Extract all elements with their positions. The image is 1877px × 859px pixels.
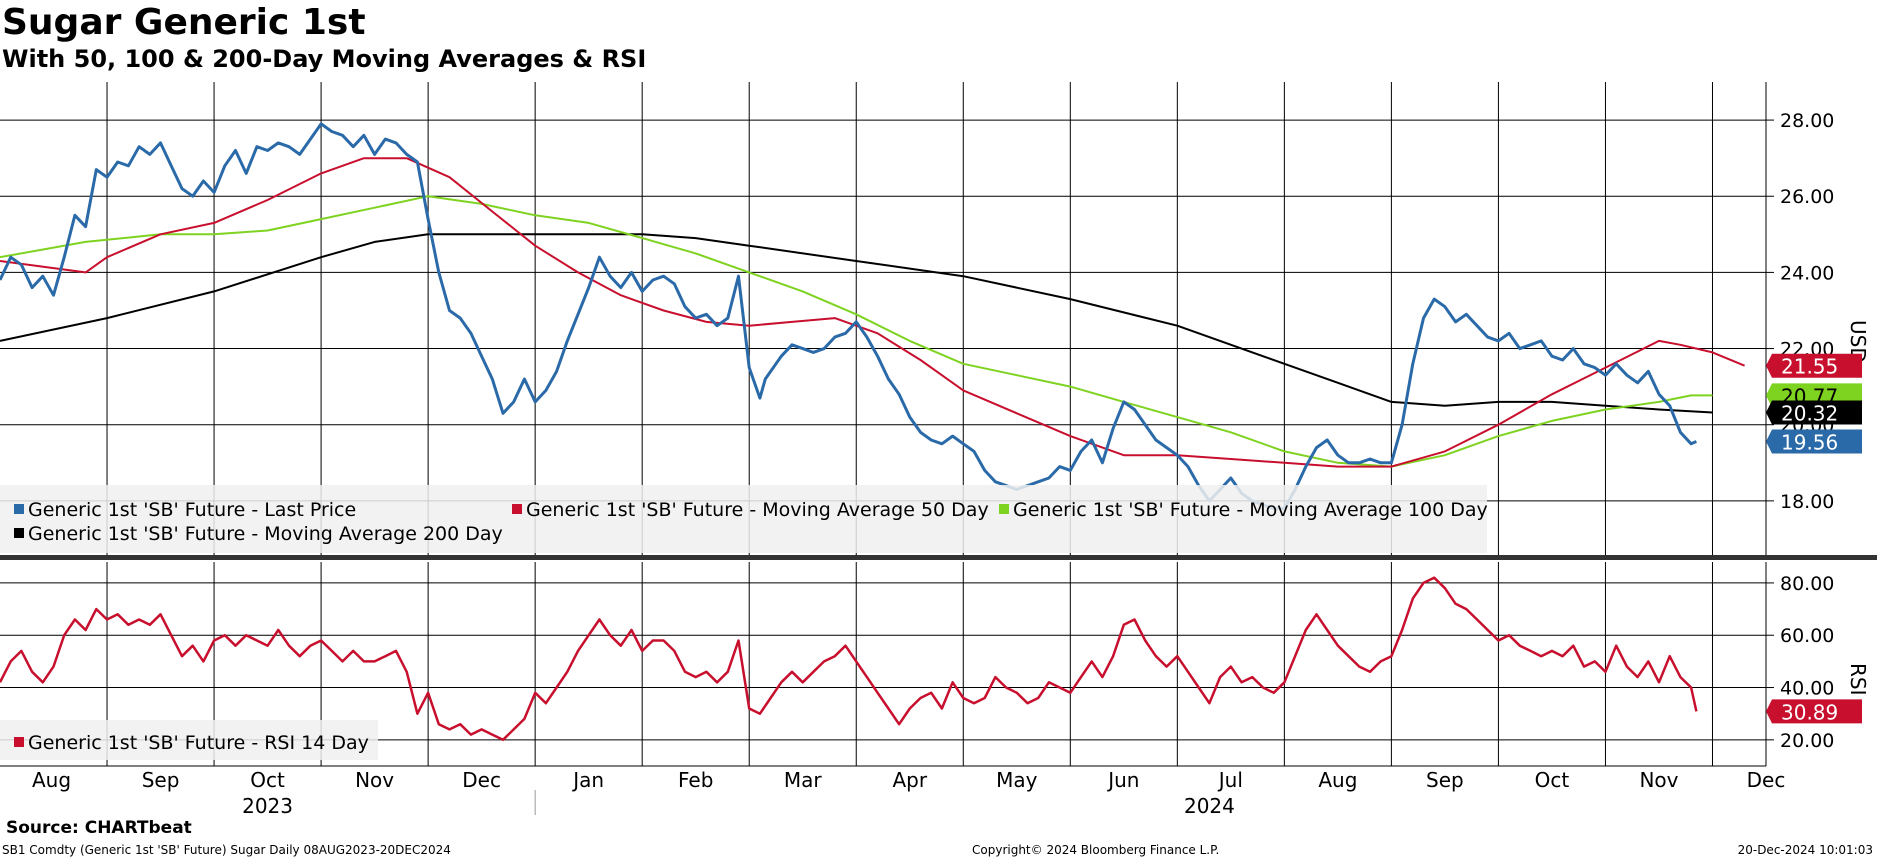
y-axis-title: RSI [1846,663,1870,696]
x-tick-label: Nov [355,768,394,792]
x-tick-label: Nov [1639,768,1678,792]
x-tick-label: Mar [784,768,823,792]
last-value-tag-ma50-label: 21.55 [1781,355,1838,379]
legend-swatch [999,504,1009,514]
y-tick-label: 20.00 [1780,730,1834,752]
series-line-ma200 [0,233,1713,414]
y-tick-label: 40.00 [1780,678,1834,700]
last-value-tag-ma200-label: 20.32 [1781,402,1838,426]
year-label: 2024 [1184,794,1235,818]
footer-copyright: Copyright© 2024 Bloomberg Finance L.P. [972,843,1220,857]
y-tick-label: 18.00 [1780,491,1834,513]
x-tick-label: Oct [250,768,285,792]
x-tick-label: Jan [571,768,604,792]
last-value-tag-last-price-label: 19.56 [1781,430,1838,454]
x-tick-label: Jul [1217,768,1243,792]
series-line-ma50 [0,157,1745,468]
x-tick-label: Jun [1106,768,1139,792]
x-tick-label: Dec [462,768,501,792]
legend-label: Generic 1st 'SB' Future - Last Price [28,499,356,521]
last-value-tag-rsi-label: 30.89 [1781,700,1838,724]
legend-label: Generic 1st 'SB' Future - RSI 14 Day [28,732,369,754]
y-tick-label: 28.00 [1780,110,1834,132]
y-tick-label: 26.00 [1780,186,1834,208]
last-value-tag-last-price [1766,429,1862,454]
last-value-tag-ma50 [1766,353,1862,378]
x-tick-label: Apr [892,768,927,792]
legend-swatch [14,504,24,514]
series-line-rsi [0,576,1698,742]
x-tick-label: Aug [32,768,71,792]
legend-swatch [512,504,522,514]
series-line-ma100 [0,195,1713,468]
x-tick-label: Sep [142,768,180,792]
legend-box [0,485,1487,553]
legend-swatch [14,528,24,538]
page-subtitle: With 50, 100 & 200-Day Moving Averages &… [2,45,647,73]
x-tick-label: Aug [1318,768,1357,792]
legend-label: Generic 1st 'SB' Future - Moving Average… [526,499,989,521]
footer-timestamp: 20-Dec-2024 10:01:03 [1737,843,1873,857]
y-tick-label: 24.00 [1780,262,1834,284]
x-tick-label: Sep [1426,768,1464,792]
legend-box [0,720,378,760]
x-tick-label: Oct [1535,768,1570,792]
legend-label: Generic 1st 'SB' Future - Moving Average… [1013,499,1488,521]
y-tick-label: 60.00 [1780,625,1834,647]
series-line-last-price [0,122,1697,510]
footer-description: SB1 Comdty (Generic 1st 'SB' Future) Sug… [2,843,451,857]
source-label: Source: CHARTbeat [6,818,192,838]
x-tick-label: May [996,768,1038,792]
last-value-tag-ma200 [1766,400,1862,425]
y-tick-label: 80.00 [1780,573,1834,595]
year-label: 2023 [242,794,293,818]
x-tick-label: Dec [1747,768,1786,792]
x-tick-label: Feb [678,768,713,792]
legend-swatch [14,737,24,747]
last-value-tag-rsi [1766,699,1862,724]
panel-separator [0,555,1877,560]
legend-label: Generic 1st 'SB' Future - Moving Average… [28,523,503,545]
page-title: Sugar Generic 1st [2,2,366,43]
